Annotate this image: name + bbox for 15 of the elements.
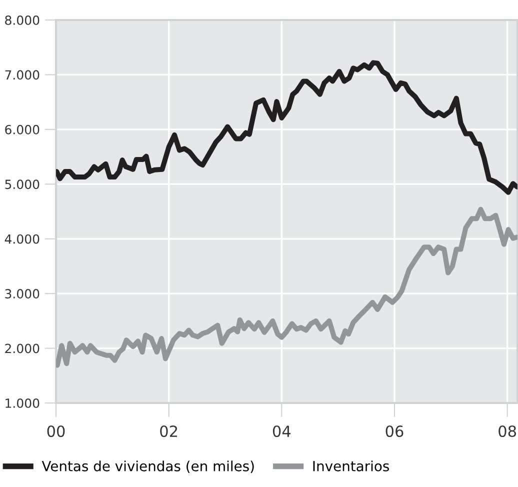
x-tick-label: 08 [498, 425, 516, 438]
legend-label: Inventarios [313, 460, 389, 472]
y-tick-label: 3.000 [5, 289, 40, 298]
y-tick-label: 2.000 [5, 344, 40, 354]
y-tick-label: 6.000 [5, 124, 40, 134]
legend-label: Ventas de viviendas (en miles) [42, 460, 254, 473]
x-tick-label: 06 [386, 425, 404, 438]
x-tick-label: 00 [47, 425, 65, 438]
y-tick-label: 1.000 [6, 398, 40, 408]
x-tick-label: 02 [160, 425, 178, 438]
y-tick-label: 5.000 [5, 180, 40, 190]
y-tick-label: 7.000 [5, 70, 40, 80]
y-tick-label: 4.000 [4, 234, 40, 244]
x-tick-label: 04 [272, 425, 291, 438]
y-tick-label: 8.000 [5, 15, 40, 25]
